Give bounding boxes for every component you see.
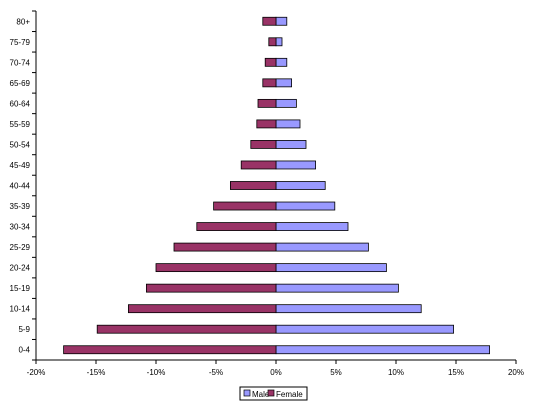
legend: Male Female — [239, 386, 308, 401]
bar-male-65-69 — [275, 78, 293, 88]
y-tick-label: 65-69 — [10, 79, 31, 88]
y-tick-label: 80+ — [16, 17, 30, 26]
x-tick-label: 0% — [270, 368, 282, 377]
bar-male-40-44 — [275, 181, 326, 190]
bar-male-20-24 — [275, 263, 387, 273]
y-tick-labels: 0-4 5-9 10-14 15-19 20-24 25-29 30-34 35-39 40-4… — [10, 17, 31, 354]
y-tick-label: 35-39 — [10, 202, 31, 211]
bar-female-0-4 — [63, 345, 277, 355]
x-tick-label: -10% — [147, 368, 166, 377]
bar-male-25-29 — [275, 242, 369, 252]
y-tick-label: 30-34 — [10, 223, 31, 232]
bar-male-35-39 — [275, 201, 336, 211]
bar-female-80+ — [262, 16, 277, 26]
y-tick-label: 45-49 — [10, 161, 31, 170]
bar-female-55-59 — [256, 119, 277, 129]
y-tick-label: 55-59 — [10, 120, 31, 129]
bar-female-5-9 — [96, 324, 277, 334]
y-tick-label: 70-74 — [10, 58, 31, 67]
bar-male-80+ — [275, 16, 288, 26]
y-tick-label: 10-14 — [10, 305, 31, 314]
bar-female-30-34 — [196, 222, 277, 231]
legend-label-female: Female — [276, 390, 303, 399]
y-tick-label: 25-29 — [10, 243, 31, 252]
legend-swatch-female — [267, 389, 275, 397]
bar-male-30-34 — [275, 222, 349, 231]
bar-female-15-19 — [145, 283, 277, 293]
y-tick-label: 0-4 — [18, 346, 30, 355]
bar-female-60-64 — [257, 98, 277, 108]
x-tick-label: -5% — [209, 368, 223, 377]
x-tick-label: 20% — [508, 368, 524, 377]
bar-female-10-14 — [127, 304, 277, 314]
x-tick-label: -15% — [87, 368, 106, 377]
bar-male-5-9 — [275, 324, 455, 334]
bar-male-15-19 — [275, 283, 399, 293]
bar-female-45-49 — [240, 160, 277, 170]
x-tick-label: 15% — [448, 368, 464, 377]
bar-male-10-14 — [275, 304, 422, 314]
y-tick-label: 40-44 — [10, 182, 31, 191]
bar-male-45-49 — [275, 160, 316, 170]
bar-female-20-24 — [155, 263, 277, 273]
legend-swatch-male — [243, 389, 251, 397]
x-tick-label: -20% — [27, 368, 46, 377]
y-tick-label: 60-64 — [10, 99, 31, 108]
y-tick-label: 5-9 — [18, 325, 30, 334]
bar-male-0-4 — [275, 345, 491, 355]
bar-female-50-54 — [250, 140, 277, 149]
bar-male-55-59 — [275, 119, 301, 129]
bars-group — [63, 16, 491, 355]
bar-male-75-79 — [275, 37, 283, 47]
y-tick-label: 15-19 — [10, 284, 31, 293]
bar-female-70-74 — [264, 57, 277, 67]
legend-label-male: Male — [252, 390, 270, 399]
y-tick-label: 50-54 — [10, 140, 31, 149]
y-tick-label: 75-79 — [10, 38, 31, 47]
bar-female-25-29 — [173, 242, 277, 252]
bar-female-40-44 — [229, 181, 277, 190]
bar-female-65-69 — [262, 78, 277, 88]
bar-male-60-64 — [275, 98, 297, 108]
axes-group — [32, 10, 517, 364]
x-tick-label: 5% — [330, 368, 342, 377]
x-tick-labels: -20% -15% -10% -5% 0% 5% 10% 15% 20% — [27, 368, 524, 377]
bar-female-35-39 — [213, 201, 277, 211]
y-tick-label: 20-24 — [10, 264, 31, 273]
bar-female-75-79 — [268, 37, 277, 47]
bar-male-50-54 — [275, 140, 307, 149]
x-tick-label: 10% — [388, 368, 404, 377]
bar-male-70-74 — [275, 57, 288, 67]
